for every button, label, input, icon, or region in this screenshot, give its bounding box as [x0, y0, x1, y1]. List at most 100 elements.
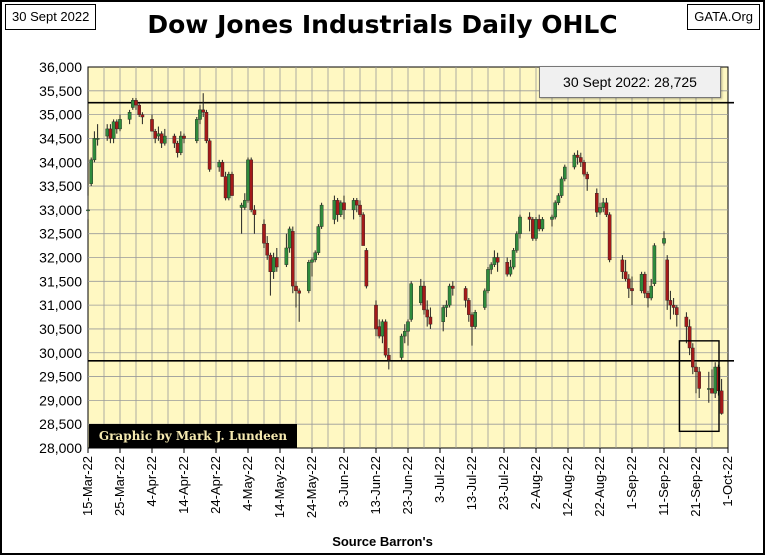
candle-body: [409, 283, 414, 320]
candle-body: [563, 166, 567, 180]
candle-body: [662, 238, 666, 244]
candle-body: [361, 214, 366, 246]
candle-body: [265, 243, 270, 256]
x-tick-label: 2-Aug-22: [528, 456, 543, 509]
x-tick-label: 3-Jul-22: [432, 456, 447, 503]
candle-body: [358, 204, 362, 215]
candle-body: [226, 173, 231, 199]
x-tick-label: 14-Apr-22: [176, 456, 191, 514]
candle-body: [201, 109, 206, 113]
y-tick-label: 30,500: [39, 321, 82, 337]
candle-body: [607, 214, 612, 261]
candle-body: [159, 133, 164, 144]
candle-body: [540, 219, 545, 230]
x-tick-label: 22-Aug-22: [592, 456, 607, 517]
candle-body: [335, 200, 340, 215]
candle-body: [668, 300, 673, 306]
candle-body: [495, 257, 500, 263]
candle-body: [252, 209, 257, 215]
y-tick-label: 31,500: [39, 273, 82, 289]
y-tick-label: 29,500: [39, 369, 82, 385]
candle-body: [505, 262, 510, 275]
candle-body: [172, 135, 177, 144]
candle-body: [710, 388, 714, 394]
candle-body: [697, 371, 701, 389]
candle-body: [150, 119, 154, 132]
candle-body: [313, 252, 318, 261]
x-tick-label: 1-Oct-22: [720, 456, 735, 507]
x-tick-label: 1-Sep-22: [624, 456, 639, 509]
candle-body: [351, 200, 356, 211]
candle-body: [230, 173, 234, 196]
candle-body: [575, 154, 580, 158]
candle-body: [665, 259, 669, 301]
candle-body: [178, 135, 183, 153]
candle-body: [130, 100, 135, 108]
candle-body: [444, 304, 449, 308]
x-tick-label: 3-Jun-22: [336, 456, 351, 507]
candle-body: [198, 109, 202, 120]
candle-body: [550, 216, 554, 220]
x-tick-label: 12-Aug-22: [560, 456, 575, 517]
candle-body: [140, 114, 145, 118]
candle-body: [387, 354, 391, 361]
candle-body: [249, 159, 254, 211]
candle-body: [639, 273, 644, 292]
candle-body: [239, 204, 244, 208]
candle-body: [182, 135, 186, 139]
candle-body: [86, 209, 90, 212]
y-tick-label: 35,500: [39, 83, 82, 99]
candle-body: [451, 285, 455, 289]
y-tick-label: 33,500: [39, 178, 82, 194]
candle-body: [627, 278, 631, 289]
candle-body: [719, 390, 724, 414]
y-tick-label: 32,500: [39, 226, 82, 242]
date-label: 30 Sept 2022: [5, 4, 97, 30]
candle-body: [377, 326, 382, 337]
candle-body: [220, 162, 225, 177]
candle-body: [114, 121, 119, 130]
x-tick-label: 14-May-22: [272, 456, 287, 518]
candle-body: [374, 304, 378, 330]
candle-body: [89, 159, 93, 184]
candle-body: [316, 226, 321, 253]
candle-body: [556, 195, 561, 203]
candle-body: [579, 157, 583, 163]
candle-body: [217, 162, 222, 168]
y-tick-label: 33,000: [39, 202, 82, 218]
candle-body: [92, 138, 97, 161]
candle-body: [425, 309, 430, 318]
candle-body: [294, 285, 298, 292]
candle-body: [403, 331, 407, 337]
candle-body: [262, 223, 266, 244]
x-axis-label: Source Barron's: [332, 534, 433, 549]
y-tick-label: 28,500: [39, 416, 82, 432]
candle-body: [620, 259, 625, 272]
x-tick-label: 24-Apr-22: [208, 456, 223, 514]
candle-body: [339, 202, 343, 215]
candle-body: [223, 176, 228, 199]
candle-body: [473, 312, 478, 327]
highlight-box: [678, 340, 720, 433]
candle-body: [559, 178, 564, 196]
x-tick-label: 13-Jun-22: [368, 456, 383, 515]
y-tick-label: 28,000: [39, 440, 82, 456]
x-tick-label: 15-Mar-22: [80, 456, 95, 516]
candle-body: [630, 288, 634, 292]
y-tick-label: 36,000: [39, 59, 82, 75]
candle-body: [156, 133, 161, 137]
candle-body: [515, 233, 519, 251]
candle-body: [486, 269, 490, 292]
candle-body: [406, 321, 410, 332]
candle-body: [518, 216, 522, 234]
candle-body: [419, 285, 423, 303]
candle-body: [694, 366, 698, 373]
candle-body: [364, 250, 369, 287]
source-site-label: GATA.Org: [687, 4, 760, 30]
candle-body: [601, 202, 605, 208]
candle-body: [342, 202, 346, 211]
candle-body: [422, 285, 426, 311]
candle-body: [470, 314, 474, 327]
candle-body: [105, 128, 109, 137]
